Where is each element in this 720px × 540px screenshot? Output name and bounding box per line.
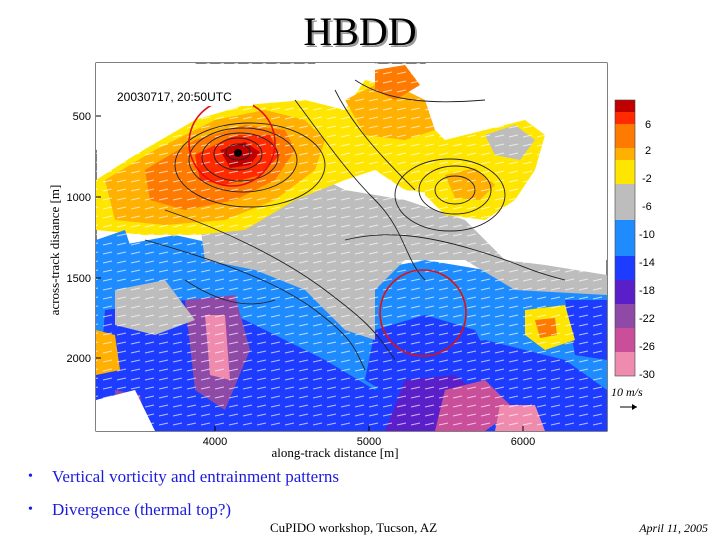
contour-lines bbox=[144, 79, 566, 371]
colorbar bbox=[614, 99, 636, 377]
colorbar-tick-label: -22 bbox=[639, 313, 655, 325]
bullet-item: • Vertical vorticity and entrainment pat… bbox=[28, 460, 339, 493]
footer-event: CuPIDO workshop, Tucson, AZ bbox=[270, 520, 438, 535]
footer-date: April 11, 2005 bbox=[639, 521, 708, 535]
colorbar-tick-label: -14 bbox=[639, 257, 655, 269]
bullet-list: • Vertical vorticity and entrainment pat… bbox=[28, 460, 339, 526]
x-tick-label: 5000 bbox=[357, 436, 381, 448]
bullet-item: • Divergence (thermal top?) bbox=[28, 493, 339, 526]
y-tick-label: 500 bbox=[73, 111, 91, 123]
y-axis-label: across-track distance [m] bbox=[47, 185, 62, 316]
colorbar-tick-label: -18 bbox=[639, 285, 655, 297]
bullet-dot: • bbox=[28, 468, 33, 484]
colorbar-tick-label: -10 bbox=[639, 229, 655, 241]
x-tick-label: 6000 bbox=[511, 436, 535, 448]
colorbar-tick-label: 2 bbox=[645, 145, 651, 157]
colorbar-tick-labels: 6 2 -2 -6 -10 -14 -18 -22 -26 -30 bbox=[639, 119, 655, 381]
colorbar-tick-label: 6 bbox=[645, 119, 651, 131]
colorbar-tick-label: -6 bbox=[642, 201, 652, 213]
colorbar-tick-label: -30 bbox=[639, 369, 655, 381]
y-tick-label: 1000 bbox=[67, 192, 91, 204]
x-tick-label: 4000 bbox=[203, 436, 227, 448]
bullet-dot: • bbox=[28, 501, 33, 517]
y-tick-label: 1500 bbox=[67, 273, 91, 285]
y-tick-labels: 500 1000 1500 2000 bbox=[67, 111, 91, 365]
y-tick-label: 2000 bbox=[67, 353, 91, 365]
slide-title: HBDD bbox=[303, 9, 417, 54]
colorbar-tick-label: -26 bbox=[639, 341, 655, 353]
vector-scale-label: 10 m/s bbox=[611, 385, 643, 399]
divergence-circle bbox=[379, 269, 467, 357]
vorticity-figure: 20030717, 20:50UTC 500 1000 1500 2000 40… bbox=[45, 60, 675, 460]
bullet-text: Vertical vorticity and entrainment patte… bbox=[52, 466, 340, 486]
x-tick-labels: 4000 5000 6000 bbox=[203, 436, 535, 448]
vorticity-field bbox=[96, 63, 607, 431]
timestamp-label: 20030717, 20:50UTC bbox=[117, 90, 232, 104]
bullet-text: Divergence (thermal top?) bbox=[52, 499, 232, 519]
x-axis-label: along-track distance [m] bbox=[271, 445, 398, 460]
colorbar-tick-label: -2 bbox=[642, 173, 652, 185]
